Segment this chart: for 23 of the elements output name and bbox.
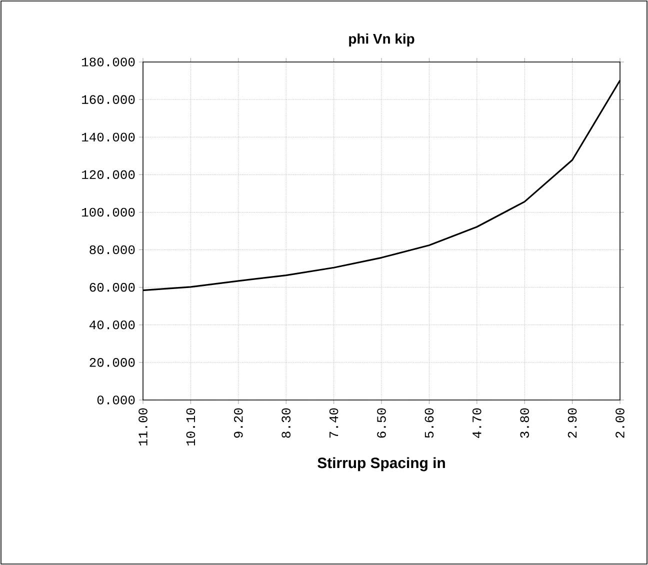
x-tick-label: 8.30 (282, 408, 290, 438)
y-tick-label: 160.000 (82, 95, 135, 104)
x-tick-label: 10.10 (186, 408, 196, 446)
y-tick-label: 20.000 (90, 358, 135, 367)
x-tick-label: 2.00 (616, 408, 624, 438)
y-tick-label: 140.000 (82, 132, 135, 142)
x-tick-label: 7.40 (329, 408, 338, 438)
x-tick-label: 6.50 (377, 408, 386, 438)
y-tick-label: 180.000 (82, 58, 135, 66)
x-tick-label: 4.70 (472, 408, 482, 438)
x-axis-title: Stirrup Spacing in (318, 457, 445, 472)
x-tick-label: 3.80 (520, 408, 529, 438)
y-tick-label: 0.000 (97, 396, 135, 404)
y-tick-label: 120.000 (82, 170, 135, 180)
y-tick-label: 60.000 (90, 282, 135, 292)
y-tick-label: 40.000 (90, 320, 135, 330)
x-tick-label: 11.00 (138, 408, 148, 446)
x-tick-label: 9.20 (234, 408, 243, 438)
y-tick-label: 80.000 (90, 245, 135, 254)
x-tick-label: 5.60 (424, 408, 434, 438)
y-tick-label: 100.000 (82, 208, 135, 217)
x-tick-label: 2.90 (568, 408, 577, 438)
chart-title: phi Vn kip (349, 33, 414, 46)
